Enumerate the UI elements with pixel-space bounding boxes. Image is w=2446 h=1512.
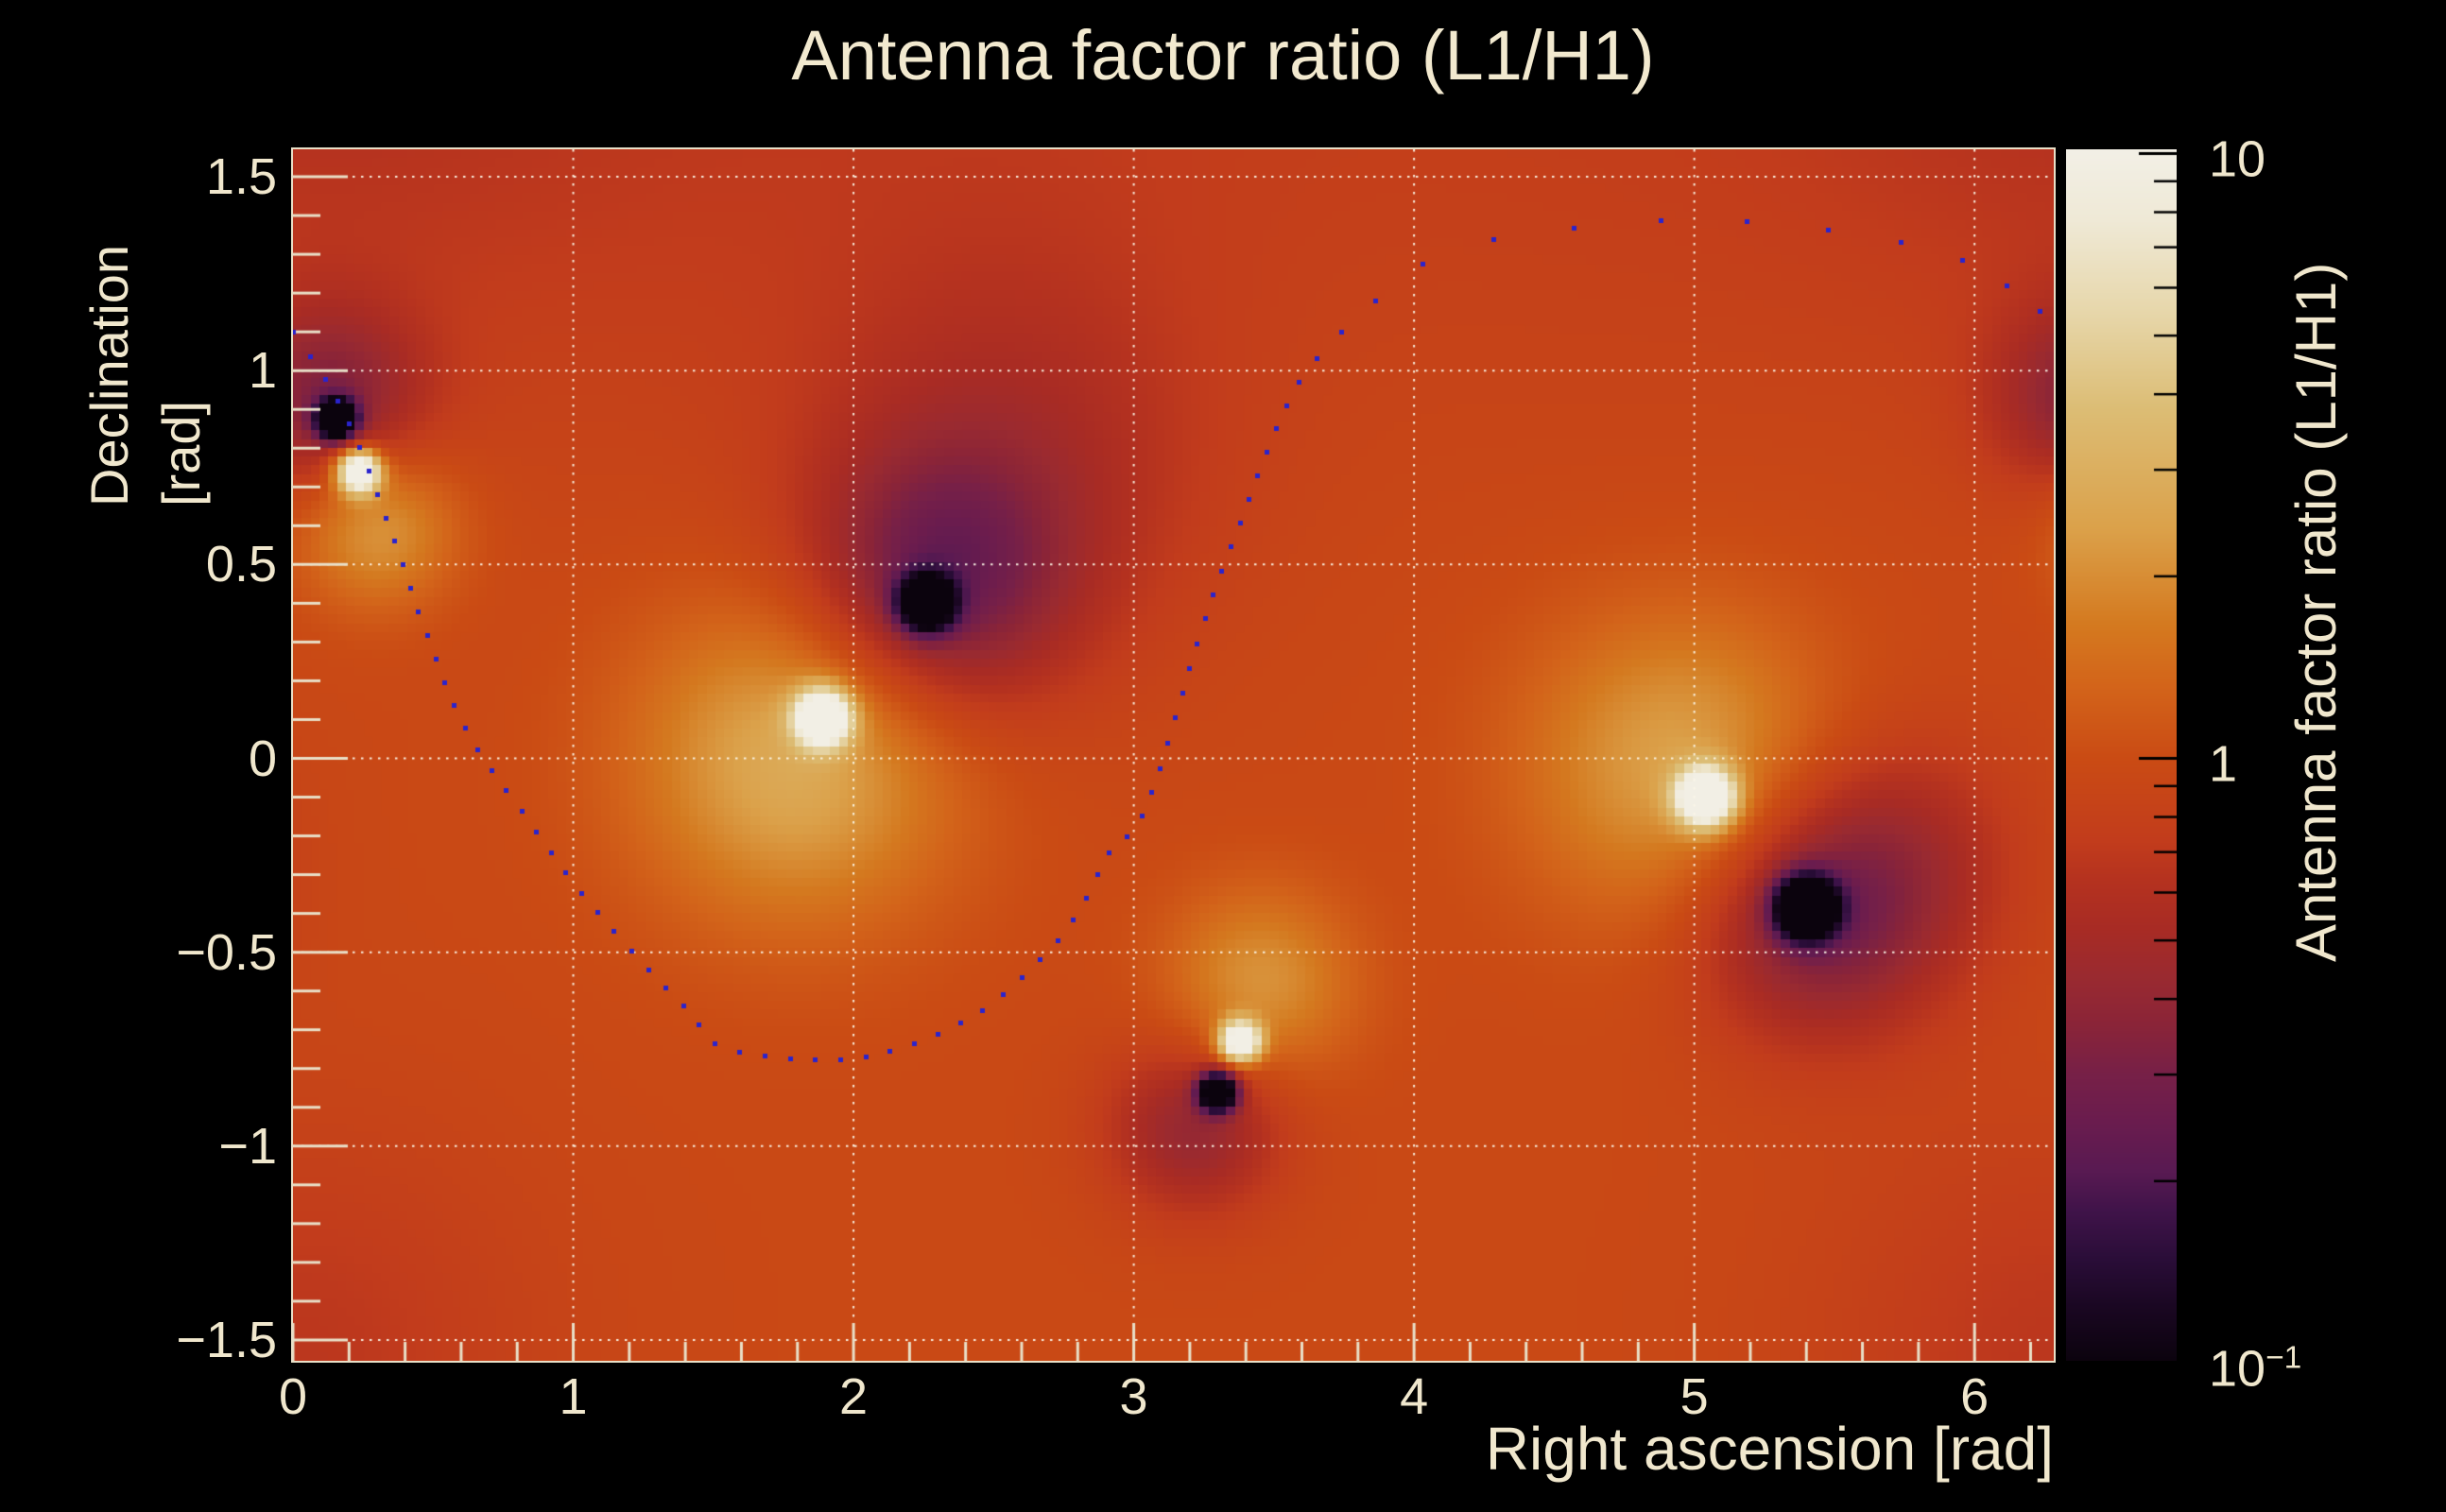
colorbar-tick-label: 10	[2209, 130, 2266, 187]
x-tick-label: 2	[839, 1368, 869, 1425]
colorbar-canvas	[2066, 149, 2177, 1361]
colorbar-tick-label: 10−1	[2209, 1340, 2302, 1397]
y-tick-label: −1.5	[176, 1311, 277, 1368]
x-tick-label: 4	[1400, 1368, 1429, 1425]
chart-title: Antenna factor ratio (L1/H1)	[791, 16, 1655, 94]
plot-area	[291, 147, 2056, 1363]
x-tick-label: 1	[559, 1368, 588, 1425]
y-tick-label: −1	[218, 1117, 277, 1175]
x-tick-label: 6	[1960, 1368, 1990, 1425]
y-tick-label: 1	[248, 342, 277, 400]
x-tick-label: 3	[1119, 1368, 1148, 1425]
y-tick-label: 1.5	[205, 148, 277, 206]
x-axis-title: Right ascension [rad]	[1485, 1415, 2054, 1483]
x-tick-label: 5	[1679, 1368, 1709, 1425]
y-tick-label: 0	[248, 730, 277, 787]
y-tick-label: 0.5	[205, 536, 277, 593]
colorbar-tick-label: 1	[2209, 735, 2238, 792]
colorbar-title: Antenna factor ratio (L1/H1)	[2284, 262, 2348, 962]
x-tick-label: 0	[278, 1368, 308, 1425]
heatmap-canvas	[293, 149, 2054, 1361]
y-tick-label: −0.5	[176, 923, 277, 981]
